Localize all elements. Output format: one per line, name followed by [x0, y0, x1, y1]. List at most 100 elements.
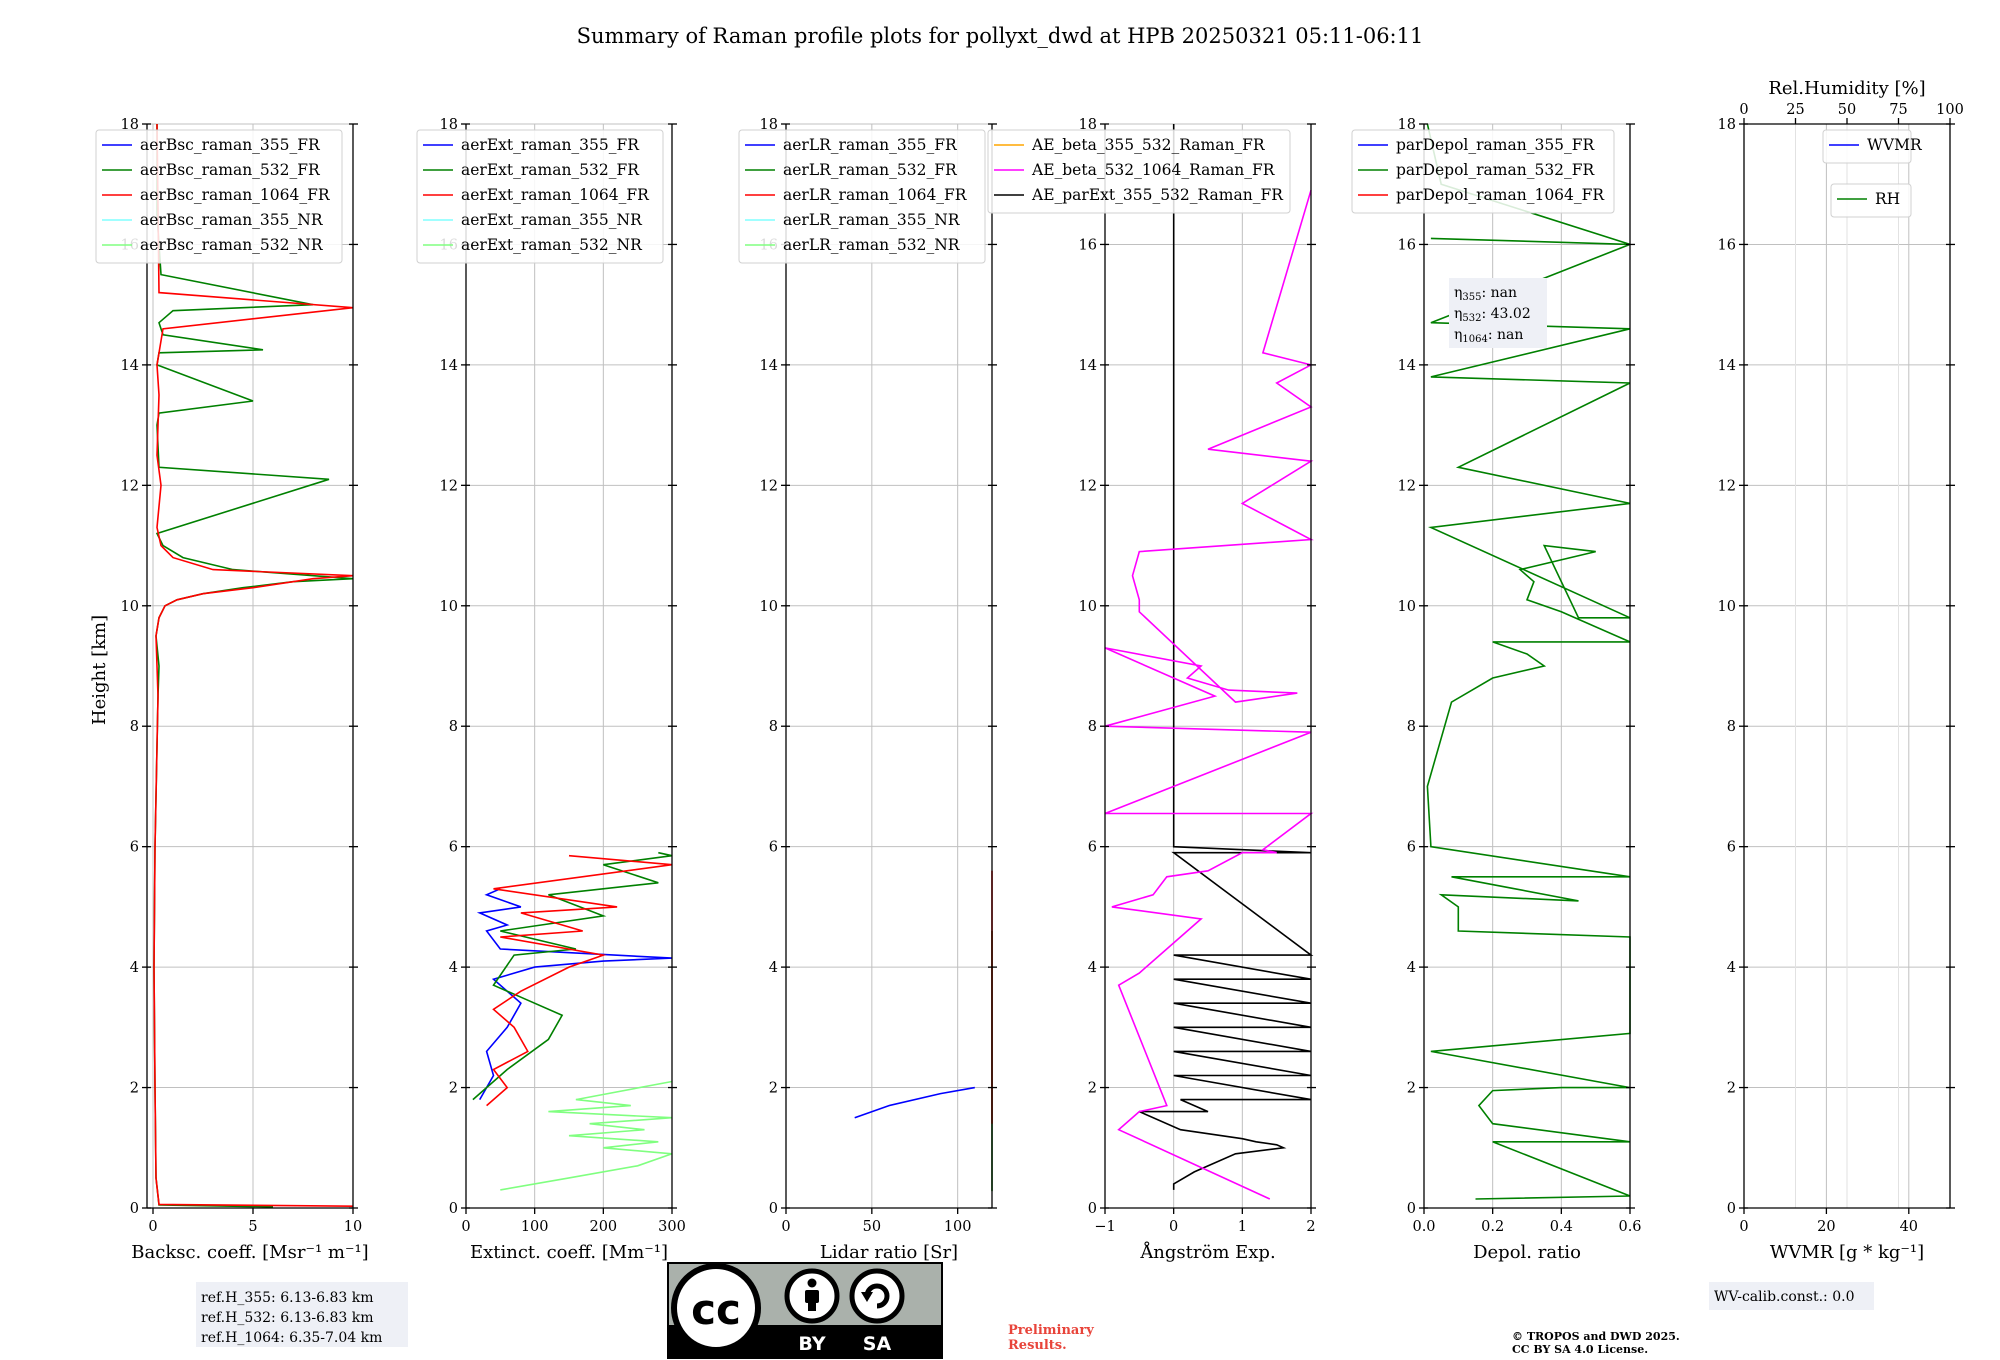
- x-tick-label: 2: [1306, 1219, 1315, 1235]
- legend-entry: aerLR_raman_532_NR: [783, 236, 961, 254]
- y-tick-label: 2: [1407, 1081, 1416, 1097]
- y-tick-label: 4: [130, 960, 139, 976]
- y-tick-label: 8: [1088, 719, 1097, 735]
- y-tick-label: 8: [130, 719, 139, 735]
- x-axis-label: Backsc. coeff. [Msr⁻¹ m⁻¹]: [131, 1242, 368, 1263]
- share-alike-icon: [849, 1268, 905, 1324]
- legend-frame: [95, 129, 343, 264]
- x-tick-label: 40: [1900, 1219, 1918, 1235]
- legend-ext: aerExt_raman_355_FR aerExt_raman_532_FRae…: [416, 129, 664, 264]
- y-tick-label: 18: [760, 117, 778, 133]
- y-tick-label: 8: [769, 719, 778, 735]
- x-axis-label: Ångström Exp.: [1139, 1241, 1275, 1263]
- x-tick-label: 0.0: [1412, 1219, 1435, 1235]
- legend-entry: aerExt_raman_532_NR: [461, 236, 643, 254]
- x-tick-label: 0.4: [1550, 1219, 1573, 1235]
- legend-bsc: aerBsc_raman_355_FR aerBsc_raman_532_FRae…: [95, 129, 343, 264]
- legend-entry: aerBsc_raman_532_NR: [140, 236, 324, 254]
- cc-sa-label: SA: [863, 1333, 892, 1355]
- top-tick-label: 25: [1786, 102, 1804, 118]
- x-axis-label: Lidar ratio [Sr]: [820, 1242, 958, 1263]
- eta-532: η532: 43.02: [1454, 306, 1531, 324]
- x-tick-label: 0: [148, 1219, 157, 1235]
- x-tick-label: 1: [1238, 1219, 1247, 1235]
- legend-dep: parDepol_raman_355_FR parDepol_raman_532_…: [1351, 129, 1615, 214]
- legend-frame: [1822, 129, 1912, 164]
- x-tick-label: 20: [1817, 1219, 1835, 1235]
- legend-frame: [1830, 183, 1912, 218]
- y-tick-label: 12: [440, 478, 458, 494]
- y-tick-label: 16: [1079, 237, 1097, 253]
- y-tick-label: 6: [1088, 840, 1097, 856]
- legend-entry: aerExt_raman_1064_FR: [461, 186, 650, 204]
- y-tick-label: 6: [769, 840, 778, 856]
- y-tick-label: 14: [440, 358, 458, 374]
- legend-entry: AE_beta_532_1064_Raman_FR: [1031, 161, 1276, 179]
- y-tick-label: 18: [440, 117, 458, 133]
- series-aerLR_raman_355_FR: [854, 1086, 975, 1119]
- series-AE_parExt_355_532_Raman_FR: [1138, 124, 1314, 1190]
- y-tick-label: 10: [1718, 599, 1736, 615]
- eta-1064: η1064: nan: [1454, 327, 1523, 345]
- x-tick-label: 0.6: [1618, 1219, 1641, 1235]
- y-tick-label: 10: [1398, 599, 1416, 615]
- panel-lr: 024681012141618050100Lidar ratio [Sr]aer…: [738, 117, 997, 1263]
- y-tick-label: 16: [1718, 237, 1736, 253]
- y-tick-label: 10: [1079, 599, 1097, 615]
- legend-rh: RH: [1830, 183, 1912, 218]
- y-tick-label: 12: [1718, 478, 1736, 494]
- cc-logo-text: cc: [691, 1285, 741, 1334]
- legend-lr: aerLR_raman_355_FR aerLR_raman_532_FR aerL…: [738, 129, 986, 264]
- legend-entry: aerLR_raman_532_FR: [783, 161, 958, 179]
- cc-by-label: BY: [798, 1333, 825, 1355]
- y-tick-label: 18: [121, 117, 139, 133]
- y-tick-label: 0: [769, 1201, 778, 1217]
- legend-entry: AE_parExt_355_532_Raman_FR: [1031, 186, 1284, 204]
- top-axis-label: Rel.Humidity [%]: [1768, 78, 1925, 99]
- legend-entry: aerLR_raman_355_FR: [783, 136, 958, 154]
- panel-ext: 0246810121416180100200300Extinct. coeff.…: [416, 117, 686, 1263]
- x-tick-label: 0: [1739, 1219, 1748, 1235]
- top-tick-label: 100: [1936, 102, 1964, 118]
- legend-entry: parDepol_raman_355_FR: [1396, 136, 1596, 154]
- y-tick-label: 14: [121, 358, 139, 374]
- x-tick-label: 10: [344, 1219, 362, 1235]
- y-tick-label: 8: [449, 719, 458, 735]
- legend-entry: aerBsc_raman_355_FR: [140, 136, 321, 154]
- preliminary-note-line1: Preliminary: [1008, 1323, 1094, 1338]
- y-tick-label: 4: [769, 960, 778, 976]
- eta-annotation: η355: nan η532: 43.02 η1064: nan: [1449, 278, 1547, 348]
- ref-height-532: ref.H_532: 6.13-6.83 km: [201, 1310, 374, 1326]
- legend-ae: AE_beta_355_532_Raman_FR AE_beta_532_1064…: [987, 129, 1291, 214]
- cc-circle-icon: [671, 1263, 761, 1353]
- legend-entry: aerBsc_raman_1064_FR: [140, 186, 331, 204]
- y-tick-label: 12: [121, 478, 139, 494]
- y-tick-label: 0: [130, 1201, 139, 1217]
- y-tick-label: 12: [1079, 478, 1097, 494]
- y-tick-label: 18: [1079, 117, 1097, 133]
- y-tick-label: 0: [1727, 1201, 1736, 1217]
- legend-entry: WVMR: [1867, 136, 1923, 154]
- y-tick-label: 14: [1079, 358, 1097, 374]
- y-tick-label: 2: [130, 1081, 139, 1097]
- panels: 0246810121416180510Backsc. coeff. [Msr⁻¹…: [95, 78, 1964, 1263]
- y-tick-label: 4: [1407, 960, 1416, 976]
- y-tick-label: 0: [1088, 1201, 1097, 1217]
- x-tick-label: 100: [944, 1219, 972, 1235]
- top-tick-label: 50: [1838, 102, 1856, 118]
- legend-entry: AE_beta_355_532_Raman_FR: [1031, 136, 1266, 154]
- legend-entry: aerLR_raman_355_NR: [783, 211, 961, 229]
- legend-frame: [987, 129, 1291, 214]
- legend-entry: aerLR_raman_1064_FR: [783, 186, 968, 204]
- y-tick-label: 6: [449, 840, 458, 856]
- y-tick-label: 18: [1718, 117, 1736, 133]
- legend-wv: WVMR: [1822, 129, 1923, 164]
- legend-frame: [416, 129, 664, 264]
- y-tick-label: 8: [1407, 719, 1416, 735]
- x-tick-label: 0: [781, 1219, 790, 1235]
- y-tick-label: 6: [1407, 840, 1416, 856]
- legend-entry: RH: [1875, 190, 1900, 208]
- ref-height-355: ref.H_355: 6.13-6.83 km: [201, 1290, 374, 1306]
- x-tick-label: 5: [248, 1219, 257, 1235]
